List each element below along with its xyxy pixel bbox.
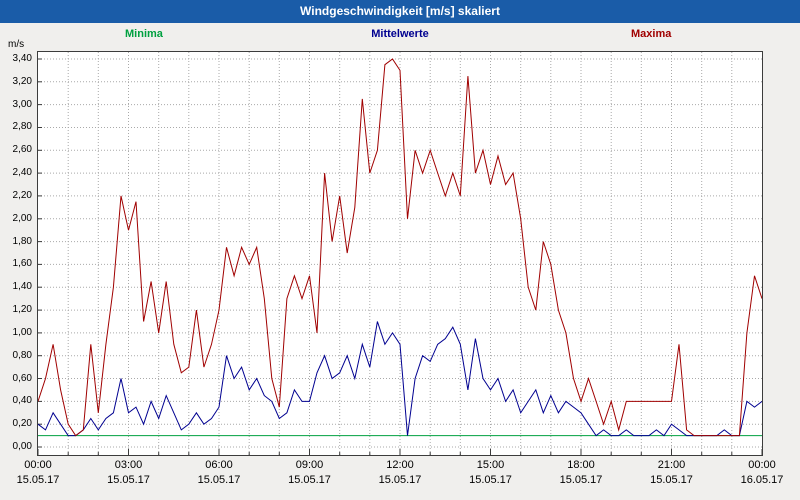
legend-label-maxima: Maxima (631, 28, 672, 40)
y-axis-tick-label: 2,00 (12, 212, 32, 224)
x-axis-date-label: 15.05.17 (288, 474, 331, 486)
x-axis-time-label: 00:00 (24, 459, 52, 471)
y-axis-tick-label: 0,20 (12, 418, 32, 430)
y-axis-tick-label: 1,40 (12, 281, 32, 293)
x-axis-time-label: 00:00 (748, 459, 776, 471)
y-axis-tick-label: 1,80 (12, 235, 32, 247)
chart-title: Windgeschwindigkeit [m/s] skaliert (300, 4, 500, 18)
legend-label-minima: Minima (125, 28, 163, 40)
x-axis-time-label: 21:00 (657, 459, 686, 471)
x-axis-date-label: 15.05.17 (559, 474, 603, 486)
x-axis-time-label: 12:00 (386, 459, 414, 471)
x-axis-date-label: 15.05.17 (107, 474, 150, 486)
y-axis-tick-label: 0,40 (12, 395, 32, 407)
x-axis-date-label: 15.05.17 (197, 474, 241, 486)
series-line-mittelwerte (38, 321, 762, 437)
y-axis-tick-label: 3,00 (12, 98, 32, 110)
title-bar: Windgeschwindigkeit [m/s] skaliert (0, 0, 800, 23)
x-axis-date-label: 15.05.17 (378, 474, 422, 486)
y-axis-tick-label: 0,80 (12, 349, 32, 361)
series-line-maxima (38, 58, 762, 437)
y-axis-tick-label: 2,40 (12, 167, 32, 179)
x-axis-time-label: 09:00 (295, 459, 324, 471)
y-axis-tick-label: 2,20 (12, 189, 32, 201)
y-axis-labels: 3,40 3,20 3,00 2,80 2,60 2,40 2,20 2,00 1,80 1,60… (0, 0, 34, 500)
y-axis-tick-label: 2,80 (12, 121, 32, 133)
x-axis-date-label: 15.05.17 (650, 474, 693, 486)
x-axis-time-label: 15:00 (476, 459, 505, 471)
y-axis-tick-label: 2,60 (12, 144, 32, 156)
x-axis-time-label: 03:00 (114, 459, 143, 471)
plot-area (37, 51, 763, 456)
y-axis-tick-label: 0,00 (12, 441, 32, 452)
x-axis-time-label: 06:00 (205, 459, 233, 471)
x-axis-time-label: 18:00 (567, 459, 595, 471)
y-axis-tick-label: 0,60 (12, 372, 32, 384)
y-axis-unit-label: m/s (8, 39, 25, 50)
y-axis-tick-label: 3,40 (12, 53, 32, 64)
y-axis-tick-label: 1,60 (12, 258, 32, 270)
y-axis-tick-label: 1,00 (12, 326, 32, 338)
x-axis-date-label: 15.05.17 (16, 474, 60, 486)
legend-label-mittelwerte: Mittelwerte (371, 28, 429, 40)
x-axis-date-label: 16.05.17 (740, 474, 784, 486)
y-axis-tick-label: 3,20 (12, 75, 32, 87)
x-axis-date-label: 15.05.17 (469, 474, 512, 486)
y-axis-tick-label: 1,20 (12, 304, 32, 316)
